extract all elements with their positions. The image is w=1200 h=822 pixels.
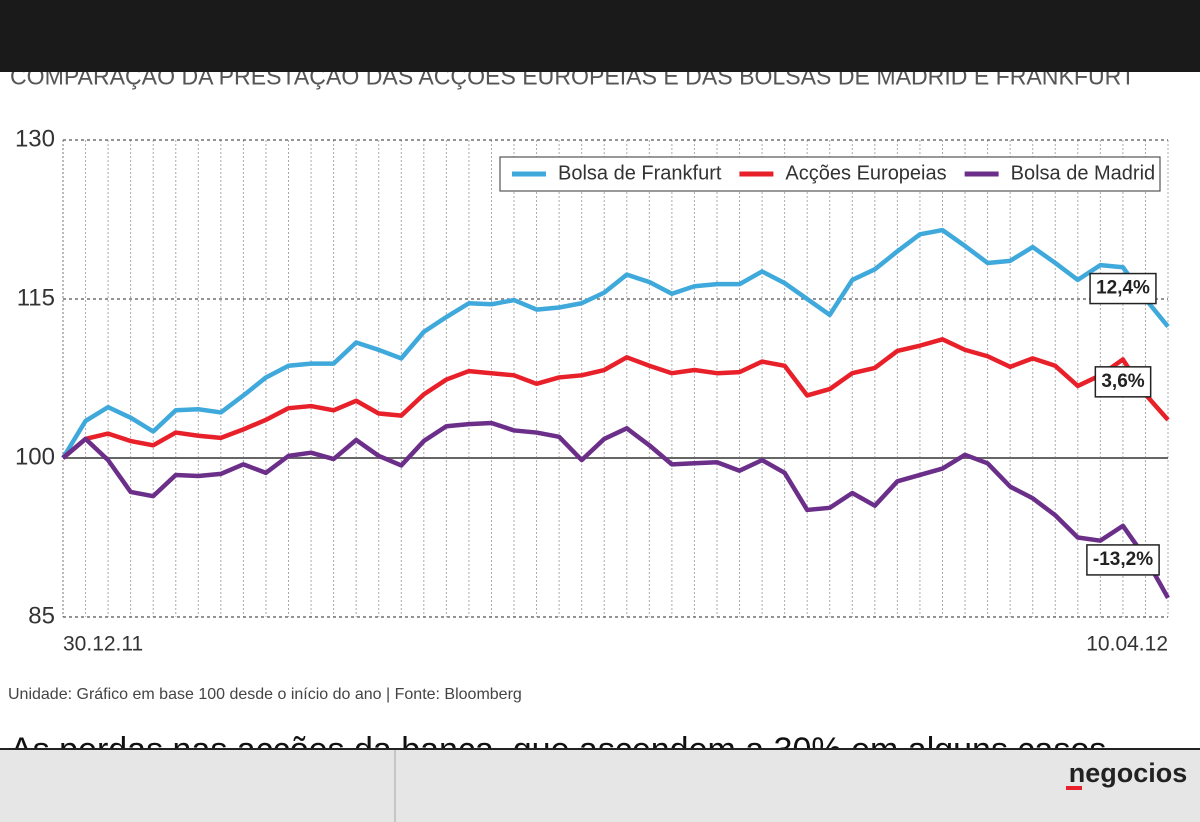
series-line	[61, 227, 1170, 460]
x-tick-label: 30.12.11	[63, 633, 143, 656]
chart-note: Unidade: Gráfico em base 100 desde o iní…	[8, 686, 522, 703]
end-label-box	[1086, 544, 1160, 576]
end-label-box	[1094, 366, 1152, 398]
chart: 85 100 115 130 30.12.11 10.04.12 12,4% 3,6% -13,…	[15, 125, 1170, 656]
top-bar	[0, 0, 1200, 72]
y-tick-label: 100	[15, 443, 55, 470]
end-label: 3,6%	[1101, 371, 1144, 392]
y-tick-label: 115	[17, 284, 55, 311]
series-line	[61, 337, 1170, 460]
bottom-bar	[0, 748, 1200, 822]
y-tick-label: 130	[15, 125, 55, 152]
logo[interactable]: negocios	[1069, 758, 1188, 788]
logo-accent	[1066, 786, 1082, 790]
legend-label: Bolsa de Madrid	[1011, 162, 1156, 184]
end-label-box	[1089, 272, 1157, 305]
y-tick-label: 85	[28, 602, 55, 629]
legend-label: Bolsa de Frankfurt	[558, 162, 722, 184]
legend-label: Acções Europeias	[785, 162, 946, 184]
legend-box	[499, 156, 1161, 192]
end-label: 12,4%	[1096, 278, 1150, 299]
end-label: -13,2%	[1093, 549, 1153, 570]
x-tick-label: 10.04.12	[1086, 633, 1168, 656]
series-line	[61, 420, 1170, 600]
